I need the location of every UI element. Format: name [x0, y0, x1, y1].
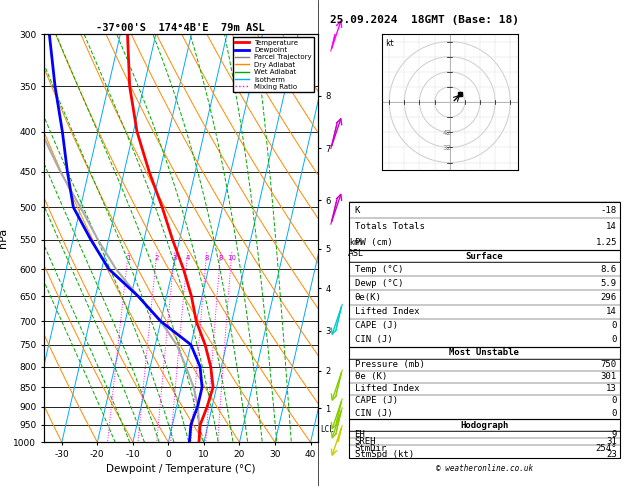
Text: SREH: SREH	[355, 437, 376, 446]
Text: Surface: Surface	[465, 252, 503, 261]
Text: kt: kt	[385, 38, 394, 48]
Text: 4: 4	[186, 255, 190, 261]
Text: 14: 14	[606, 307, 617, 316]
Text: CAPE (J): CAPE (J)	[355, 321, 398, 330]
Text: K: K	[355, 206, 360, 215]
Text: Pressure (mb): Pressure (mb)	[355, 360, 425, 369]
Text: 301: 301	[601, 372, 617, 382]
Text: LCL: LCL	[320, 425, 334, 434]
Text: CIN (J): CIN (J)	[355, 409, 392, 417]
Bar	[349, 419, 620, 458]
X-axis label: Dewpoint / Temperature (°C): Dewpoint / Temperature (°C)	[106, 465, 255, 474]
Text: 9: 9	[611, 430, 617, 439]
Text: 0: 0	[611, 321, 617, 330]
Bar	[349, 250, 620, 347]
Text: Lifted Index: Lifted Index	[355, 384, 419, 393]
Text: 8.6: 8.6	[601, 265, 617, 274]
Text: Totals Totals: Totals Totals	[355, 222, 425, 231]
Text: 1: 1	[126, 255, 131, 261]
Title: -37°00'S  174°4B'E  79m ASL: -37°00'S 174°4B'E 79m ASL	[96, 23, 265, 33]
Text: 750: 750	[601, 360, 617, 369]
Text: 32: 32	[442, 145, 451, 152]
Text: CIN (J): CIN (J)	[355, 335, 392, 344]
Text: StmSpd (kt): StmSpd (kt)	[355, 451, 414, 459]
Text: Dewp (°C): Dewp (°C)	[355, 279, 403, 288]
Text: 8: 8	[218, 255, 223, 261]
Text: θe (K): θe (K)	[355, 372, 387, 382]
Text: 3: 3	[172, 255, 177, 261]
Text: 254°: 254°	[596, 444, 617, 452]
Text: 10: 10	[227, 255, 237, 261]
Text: 2: 2	[155, 255, 159, 261]
Text: 25.09.2024  18GMT (Base: 18): 25.09.2024 18GMT (Base: 18)	[330, 15, 519, 25]
Text: 8: 8	[204, 255, 209, 261]
Text: 0: 0	[611, 397, 617, 405]
Text: 5.9: 5.9	[601, 279, 617, 288]
Text: StmDir: StmDir	[355, 444, 387, 452]
Text: 296: 296	[601, 293, 617, 302]
Text: PW (cm): PW (cm)	[355, 238, 392, 247]
Text: 13: 13	[606, 384, 617, 393]
Bar	[349, 347, 620, 419]
Text: Temp (°C): Temp (°C)	[355, 265, 403, 274]
Text: θe(K): θe(K)	[355, 293, 381, 302]
Bar	[349, 202, 620, 250]
Y-axis label: hPa: hPa	[0, 228, 8, 248]
Text: 0: 0	[611, 335, 617, 344]
Text: 0: 0	[611, 409, 617, 417]
Text: Lifted Index: Lifted Index	[355, 307, 419, 316]
Text: CAPE (J): CAPE (J)	[355, 397, 398, 405]
Text: Hodograph: Hodograph	[460, 420, 508, 430]
Y-axis label: km
ASL: km ASL	[348, 238, 364, 258]
Text: 14: 14	[606, 222, 617, 231]
Text: 23: 23	[606, 451, 617, 459]
Text: 42: 42	[442, 130, 451, 137]
Text: 31: 31	[606, 437, 617, 446]
Text: 1.25: 1.25	[596, 238, 617, 247]
Text: Most Unstable: Most Unstable	[449, 348, 520, 357]
Legend: Temperature, Dewpoint, Parcel Trajectory, Dry Adiabat, Wet Adiabat, Isotherm, Mi: Temperature, Dewpoint, Parcel Trajectory…	[233, 37, 314, 92]
Text: © weatheronline.co.uk: © weatheronline.co.uk	[436, 464, 533, 473]
Text: EH: EH	[355, 430, 365, 439]
Text: -18: -18	[601, 206, 617, 215]
